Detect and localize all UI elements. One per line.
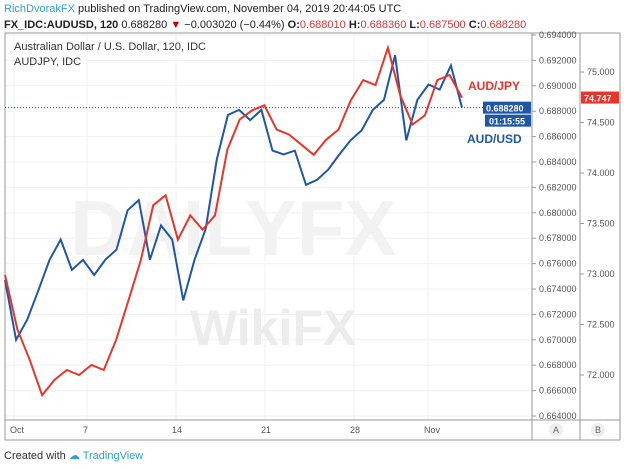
axis-a-tick-label: 0.682000 — [539, 182, 577, 192]
axis-a-button-label: A — [553, 425, 559, 435]
axis-b-button-label: B — [595, 425, 601, 435]
axis-b-tick-label: 73.500 — [587, 219, 615, 229]
quote-line: FX_IDC:AUDUSD, 120 0.688280 ▼ −0.003020 … — [4, 19, 526, 31]
axis-a-tick-label: 0.680000 — [539, 208, 577, 218]
last-price-badge — [483, 101, 531, 114]
author-link[interactable]: RichDvorakFX — [4, 3, 75, 15]
x-tick-label: Nov — [424, 425, 441, 435]
axis-a-button — [549, 423, 563, 437]
watermark-wikifx: WikiFX — [190, 300, 356, 356]
change: −0.003020 (−0.44%) — [184, 19, 285, 31]
axis-a-tick-label: 0.666000 — [539, 386, 577, 396]
footer: Created with ☁ TradingView — [4, 449, 143, 462]
symbol: FX_IDC:AUDUSD, 120 — [4, 19, 119, 31]
x-tick-label: 14 — [172, 425, 182, 435]
high-value: 0.688360 — [360, 19, 407, 31]
last-price-value: 0.688280 — [486, 104, 524, 114]
tradingview-logo-icon: ☁ — [68, 450, 80, 462]
last-price: 0.688280 — [121, 19, 168, 31]
high-label: H: — [348, 19, 361, 31]
axis-a-tick-label: 0.694000 — [539, 30, 577, 40]
x-tick-label: 28 — [350, 425, 360, 435]
chart-title: Australian Dollar / U.S. Dollar, 120, ID… — [14, 41, 206, 53]
publish-info: published on TradingView.com, November 0… — [77, 3, 402, 15]
axis-b-tick-label: 74.500 — [587, 118, 615, 128]
axis-b-tick-label: 72.000 — [587, 370, 615, 380]
series-line-aud-jpy — [4, 44, 463, 398]
axis-b-tick-label: 72.500 — [587, 320, 615, 330]
axis-b-tick-label: 75.000 — [587, 67, 615, 77]
axis-b-tick-label: 73.000 — [587, 269, 615, 279]
axis-a-tick-label: 0.670000 — [539, 335, 577, 345]
axis-b-tick-label: 74.000 — [587, 168, 615, 178]
low-value: 0.687500 — [419, 19, 466, 31]
countdown-value: 01:15:55 — [489, 117, 525, 127]
axis-a-tick-label: 0.686000 — [539, 132, 577, 142]
audjpy-price-value: 74.747 — [584, 94, 612, 104]
series-label-audusd: AUD/USD — [467, 132, 522, 146]
series-line-aud-usd — [4, 55, 463, 343]
close-value: 0.688280 — [480, 19, 527, 31]
axis-a-tick-label: 0.688000 — [539, 106, 577, 116]
axis-a-tick-label: 0.674000 — [539, 284, 577, 294]
publish-line: RichDvorakFX published on TradingView.co… — [4, 3, 401, 15]
chart-subtitle: AUDJPY, IDC — [14, 56, 81, 68]
axis-a-tick-label: 0.676000 — [539, 259, 577, 269]
watermark-dailyfx: DAILYFX — [70, 184, 397, 272]
x-tick-label: 21 — [261, 425, 271, 435]
chart-frame — [4, 32, 621, 441]
audjpy-price-badge — [581, 91, 619, 104]
x-tick-label: Oct — [10, 425, 25, 435]
axis-b-button — [591, 423, 605, 437]
axis-a-tick-label: 0.684000 — [539, 157, 577, 167]
footer-text: Created with — [4, 450, 66, 462]
axis-a-tick-label: 0.664000 — [539, 411, 577, 421]
series-label-audjpy: AUD/JPY — [468, 79, 520, 93]
axis-a-tick-label: 0.668000 — [539, 360, 577, 370]
tradingview-link[interactable]: TradingView — [82, 450, 144, 462]
triangle-down-icon: ▼ — [170, 19, 182, 31]
x-tick-label: 7 — [83, 425, 88, 435]
axis-a-tick-label: 0.692000 — [539, 55, 577, 65]
axis-a-tick-label: 0.672000 — [539, 309, 577, 319]
close-label: C: — [468, 19, 481, 31]
axis-a-tick-label: 0.678000 — [539, 233, 577, 243]
low-label: L: — [409, 19, 420, 31]
countdown-badge — [485, 114, 531, 127]
axis-a-tick-label: 0.690000 — [539, 81, 577, 91]
open-label: O: — [287, 19, 300, 31]
open-value: 0.688010 — [299, 19, 346, 31]
